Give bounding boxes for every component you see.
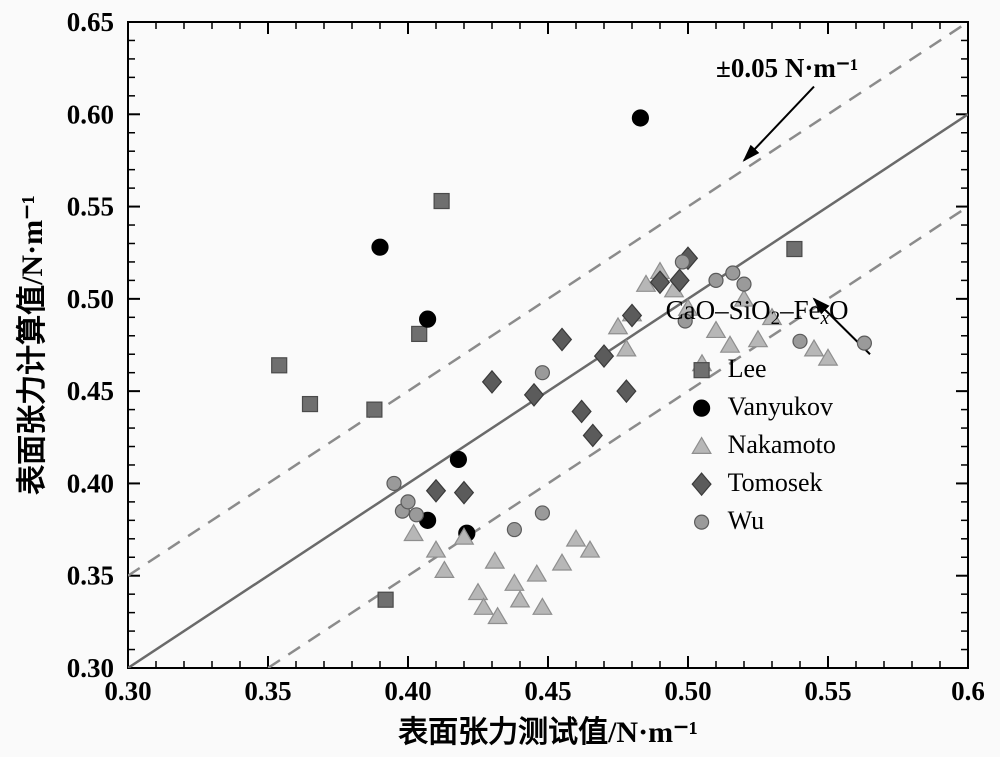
band-annotation: ±0.05 N·m⁻¹ [716, 53, 858, 83]
y-tick-label: 0.35 [67, 561, 114, 591]
legend: CaO–SiO2–FexO Lee Vanyukov Nakamoto Tomosek W… [666, 295, 849, 535]
y-tick-label: 0.55 [67, 192, 114, 222]
y-axis-title: 表面张力计算值/N·m⁻¹ [15, 195, 49, 495]
legend-item: Wu [695, 506, 765, 535]
legend-label: Wu [728, 506, 765, 535]
chart-container: { "canvas": { "width": 1000, "height": 7… [0, 0, 1000, 757]
y-tick-label: 0.50 [67, 284, 114, 314]
scatter-chart: 0.30 0.35 0.40 0.45 0.50 0.55 0.6 表面张力测试值/N·m⁻¹… [0, 0, 1000, 757]
y-tick-label: 0.45 [67, 376, 114, 406]
series-vanyukov [372, 110, 648, 541]
y-tick-label: 0.40 [67, 468, 114, 498]
identity-line [128, 114, 968, 668]
y-tick-label: 0.65 [67, 7, 114, 37]
legend-label: Nakamoto [728, 430, 836, 459]
legend-item: Vanyukov [694, 392, 833, 421]
series-group [272, 110, 872, 624]
annotation-arrow [744, 87, 814, 161]
y-tick-label: 0.60 [67, 99, 114, 129]
y-tick-label: 0.30 [67, 653, 114, 683]
x-tick-label: 0.55 [804, 676, 851, 706]
x-tick-label: 0.6 [951, 676, 985, 706]
x-tick-label: 0.45 [524, 676, 571, 706]
legend-label: Tomosek [728, 468, 823, 497]
legend-item: Tomosek [692, 468, 822, 497]
legend-title: CaO–SiO2–FexO [666, 295, 849, 329]
legend-label: Lee [728, 354, 767, 383]
plot-border [128, 22, 968, 668]
x-axis-title: 表面张力测试值/N·m⁻¹ [398, 716, 698, 749]
series-tomosek [427, 247, 698, 504]
legend-item: Lee [694, 354, 766, 383]
lower-band-line [128, 207, 968, 757]
legend-label: Vanyukov [728, 392, 833, 421]
x-tick-label: 0.35 [244, 676, 291, 706]
legend-item: Nakamoto [692, 430, 836, 459]
x-tick-label: 0.50 [664, 676, 711, 706]
x-tick-label: 0.40 [384, 676, 431, 706]
